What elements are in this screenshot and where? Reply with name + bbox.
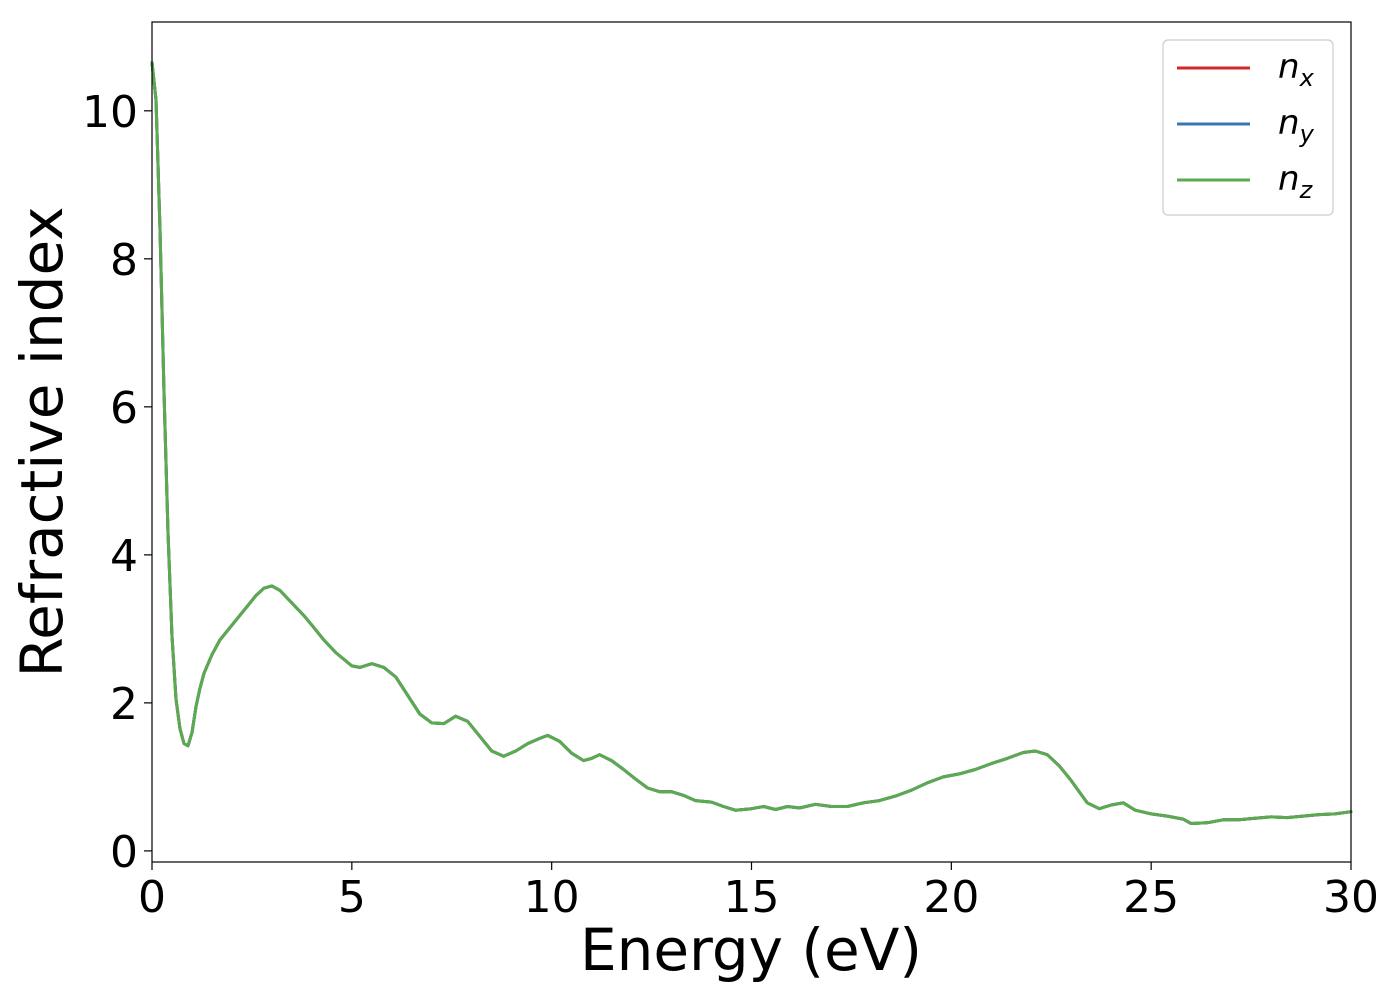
series-layer [150, 61, 1353, 825]
x-tick-label: 30 [1323, 872, 1379, 923]
x-axis: 0 5 10 15 20 25 30 [138, 862, 1379, 923]
y-tick-label: 10 [82, 87, 138, 138]
legend-label-z: nz [1278, 159, 1314, 204]
y-axis-title: Refractive index [8, 206, 76, 677]
y-tick-label: 2 [110, 679, 138, 730]
y-tick-label: 8 [110, 235, 138, 286]
x-tick-label: 0 [138, 872, 166, 923]
legend-label-subscript: y [1299, 120, 1315, 148]
legend-box [1162, 39, 1334, 216]
legend-label-base: n [1278, 47, 1300, 87]
x-tick-label: 10 [524, 872, 580, 923]
legend-label-base: n [1278, 103, 1300, 143]
legend-label-base: n [1278, 159, 1300, 199]
legend-label-subscript: z [1299, 176, 1314, 204]
legend-label-y: ny [1278, 103, 1315, 148]
legend-label-x: nx [1278, 47, 1315, 92]
y-axis: 0 2 4 6 8 10 [82, 87, 152, 878]
x-tick-label: 20 [923, 872, 979, 923]
y-tick-label: 6 [110, 383, 138, 434]
x-tick-label: 15 [724, 872, 780, 923]
plot-background [152, 22, 1351, 862]
y-tick-label: 0 [110, 827, 138, 878]
x-tick-label: 5 [338, 872, 366, 923]
x-tick-label: 25 [1123, 872, 1179, 923]
y-tick-label: 4 [110, 531, 138, 582]
series-line-n-z [150, 61, 1353, 825]
x-axis-title: Energy (eV) [580, 916, 922, 984]
legend-label-subscript: x [1299, 64, 1315, 92]
